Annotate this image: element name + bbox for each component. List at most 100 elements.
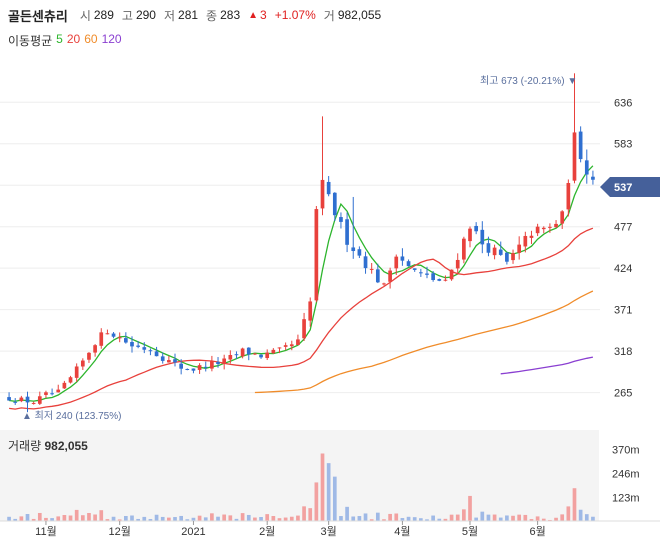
volume-bar xyxy=(234,518,239,521)
ma-legend-60[interactable]: 60 xyxy=(84,32,98,46)
candle xyxy=(253,353,257,355)
candle xyxy=(505,252,509,262)
volume-bar xyxy=(271,516,276,521)
volume-bar xyxy=(19,516,24,521)
candle xyxy=(554,223,558,228)
candle xyxy=(541,227,546,230)
candle xyxy=(259,354,263,358)
candle xyxy=(455,259,460,269)
volume-bar xyxy=(265,514,270,521)
candle xyxy=(308,301,313,321)
candle xyxy=(87,352,91,360)
date-tick-label: 6월 xyxy=(529,525,545,538)
ma-legend: 이동평균 5 20 60 120 xyxy=(8,32,122,49)
ma-line-60 xyxy=(254,290,594,394)
candle xyxy=(431,273,435,281)
candle xyxy=(19,397,24,402)
volume-bar xyxy=(124,515,128,521)
volume-bar xyxy=(31,518,36,521)
volume-bar xyxy=(498,517,503,521)
close-label: 종 xyxy=(206,8,218,23)
candle xyxy=(203,366,208,368)
volume-bar xyxy=(375,512,380,521)
ma-lines xyxy=(9,165,594,410)
candle xyxy=(572,132,577,181)
candle xyxy=(468,228,472,242)
price-axis: 636 583 477 424 371 318 265 xyxy=(614,97,632,399)
candle xyxy=(154,351,159,357)
volume-bar xyxy=(455,514,460,521)
candle xyxy=(369,268,374,270)
candle xyxy=(37,396,42,404)
candle xyxy=(437,279,442,281)
volume-bar xyxy=(203,517,208,521)
candle xyxy=(56,389,61,393)
candle xyxy=(535,226,540,234)
price-tick-label: 371 xyxy=(614,305,632,317)
candle xyxy=(191,368,196,371)
volume-bar xyxy=(492,514,497,521)
volume-bar xyxy=(111,516,116,521)
volume-bar xyxy=(339,516,343,521)
candle xyxy=(375,269,380,283)
volume-tick-label: 246m xyxy=(612,469,640,481)
ma-line-120 xyxy=(500,356,594,375)
candle xyxy=(584,160,589,175)
volume-bar xyxy=(105,519,110,521)
volume-bar xyxy=(449,514,454,521)
ma-legend-120[interactable]: 120 xyxy=(101,32,122,46)
candle xyxy=(394,256,399,269)
volume-bar xyxy=(541,518,546,521)
volume-bar xyxy=(468,495,472,521)
volume-bar xyxy=(185,519,190,521)
candle xyxy=(25,396,30,403)
ma-legend-5[interactable]: 5 xyxy=(56,32,63,46)
volume-bar xyxy=(99,510,104,521)
ma-legend-label: 이동평균 xyxy=(8,34,53,48)
volume-bar xyxy=(228,515,233,521)
volume-bar xyxy=(148,519,153,521)
volume-bar xyxy=(44,517,48,521)
volume-bar xyxy=(302,506,306,521)
candle xyxy=(240,348,245,357)
volume-axis: 370m 246m 123m xyxy=(612,445,640,505)
candle xyxy=(339,217,343,222)
candle xyxy=(185,368,190,370)
candle xyxy=(136,345,140,347)
ma-legend-20[interactable]: 20 xyxy=(66,32,81,46)
candle xyxy=(13,401,18,403)
price-tick-label: 318 xyxy=(614,346,632,358)
volume-bar xyxy=(93,514,97,521)
volume-bar xyxy=(289,516,294,521)
candle xyxy=(265,352,270,359)
annotations: 최고 673 (-20.21%) ▼ ▲ 최저 240 (123.75%) xyxy=(22,75,577,422)
volume-bar xyxy=(566,506,571,521)
volume-bar xyxy=(474,517,478,521)
volume-bar xyxy=(443,518,448,521)
volume-bar xyxy=(74,509,79,521)
ma-line-20 xyxy=(9,227,594,410)
candle xyxy=(148,350,153,352)
volume-bar xyxy=(173,517,177,521)
volume-bar xyxy=(437,518,442,521)
candle xyxy=(167,360,171,363)
date-tick-label: 12월 xyxy=(109,525,131,538)
date-tick-label: 4월 xyxy=(394,525,410,538)
volume-bar xyxy=(505,515,509,521)
volume-bar xyxy=(326,463,331,521)
candle xyxy=(302,319,306,339)
volume-bar xyxy=(332,476,337,521)
volume-bar xyxy=(13,518,18,521)
candle xyxy=(474,225,478,232)
candles xyxy=(7,73,595,413)
change-value: 3 xyxy=(260,8,267,22)
volume-bar xyxy=(296,515,300,521)
low-value: 281 xyxy=(178,8,199,22)
volume-bar xyxy=(591,516,595,521)
candle xyxy=(93,345,97,353)
candle xyxy=(412,268,417,270)
volume-bar xyxy=(308,508,313,521)
volume-bar xyxy=(400,518,405,521)
candle xyxy=(492,247,497,256)
